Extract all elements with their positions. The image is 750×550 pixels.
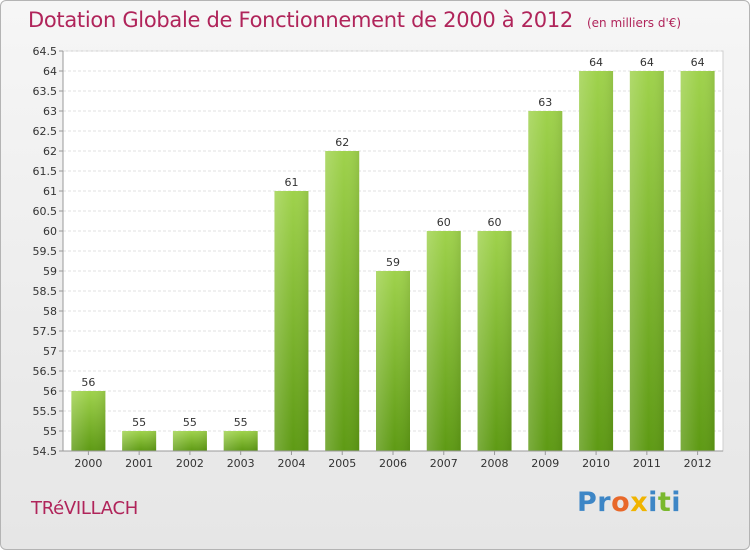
logo-letter: P	[577, 487, 598, 518]
y-tick-label: 60.5	[33, 205, 58, 218]
bar-shade	[325, 151, 360, 451]
x-tick-label: 2009	[531, 457, 559, 470]
bar-value-label: 64	[589, 56, 603, 69]
logo-letter: r	[597, 487, 612, 518]
y-tick-label: 58	[43, 305, 57, 318]
bar-shade	[376, 271, 410, 451]
bar-shade	[426, 231, 461, 451]
bar-shade	[579, 71, 614, 451]
y-tick-label: 56.5	[33, 365, 58, 378]
logo-letter: i	[671, 487, 682, 518]
x-tick-label: 2003	[227, 457, 255, 470]
chart-title: Dotation Globale de Fonctionnement de 20…	[28, 8, 681, 32]
y-tick-label: 61.5	[33, 165, 58, 178]
y-tick-label: 56	[43, 385, 57, 398]
bar-shade	[274, 191, 309, 451]
chart-unit: (en milliers d'€)	[586, 16, 682, 30]
x-tick-label: 2004	[277, 457, 305, 470]
y-tick-label: 57.5	[33, 325, 58, 338]
bar-shade	[477, 231, 512, 451]
y-tick-label: 62.5	[33, 125, 58, 138]
y-tick-label: 59	[43, 265, 57, 278]
x-tick-label: 2010	[582, 457, 610, 470]
logo-letter: i	[648, 487, 658, 518]
y-tick-label: 63	[43, 105, 57, 118]
bar-shade	[71, 391, 106, 451]
y-tick-label: 58.5	[33, 285, 58, 298]
bar-value-label: 56	[81, 376, 95, 389]
chart-title-text: Dotation Globale de Fonctionnement de 20…	[28, 8, 573, 32]
x-tick-label: 2012	[684, 457, 712, 470]
y-tick-label: 63.5	[33, 85, 58, 98]
x-tick-label: 2001	[125, 457, 153, 470]
bar-shade	[172, 431, 207, 451]
bar-shade	[223, 431, 258, 451]
y-tick-label: 60	[43, 225, 57, 238]
bar-value-label: 63	[538, 96, 552, 109]
y-tick-label: 61	[43, 185, 57, 198]
y-tick-label: 57	[43, 345, 57, 358]
logo-letter: t	[657, 487, 672, 518]
y-tick-label: 59.5	[33, 245, 58, 258]
x-tick-label: 2002	[176, 457, 204, 470]
bar-shade	[629, 71, 664, 451]
bar-value-label: 55	[183, 416, 197, 429]
logo-letter: x	[630, 487, 649, 518]
bar-value-label: 64	[691, 56, 705, 69]
commune-name: TRéVILLACH	[31, 498, 138, 519]
bar-value-label: 55	[234, 416, 248, 429]
bar-value-label: 55	[132, 416, 146, 429]
y-tick-label: 55	[43, 425, 57, 438]
bar-value-label: 60	[437, 216, 451, 229]
bar-shade	[528, 111, 563, 451]
x-tick-label: 2005	[328, 457, 356, 470]
bar-value-label: 59	[386, 256, 400, 269]
x-tick-label: 2006	[379, 457, 407, 470]
bar-value-label: 62	[335, 136, 349, 149]
x-tick-label: 2000	[74, 457, 102, 470]
x-tick-label: 2007	[430, 457, 458, 470]
x-tick-label: 2011	[633, 457, 661, 470]
bar-value-label: 64	[640, 56, 654, 69]
proxiti-logo: Proxiti	[577, 487, 681, 518]
y-tick-label: 62	[43, 145, 57, 158]
x-tick-label: 2008	[481, 457, 509, 470]
bar-value-label: 60	[488, 216, 502, 229]
logo-letter: o	[611, 487, 631, 518]
bar-shade	[680, 71, 715, 451]
y-tick-label: 64.5	[33, 45, 58, 58]
y-tick-label: 64	[43, 65, 57, 78]
bar-value-label: 61	[284, 176, 298, 189]
y-tick-label: 54.5	[33, 445, 58, 458]
bar-shade	[122, 431, 157, 451]
y-tick-label: 55.5	[33, 405, 58, 418]
